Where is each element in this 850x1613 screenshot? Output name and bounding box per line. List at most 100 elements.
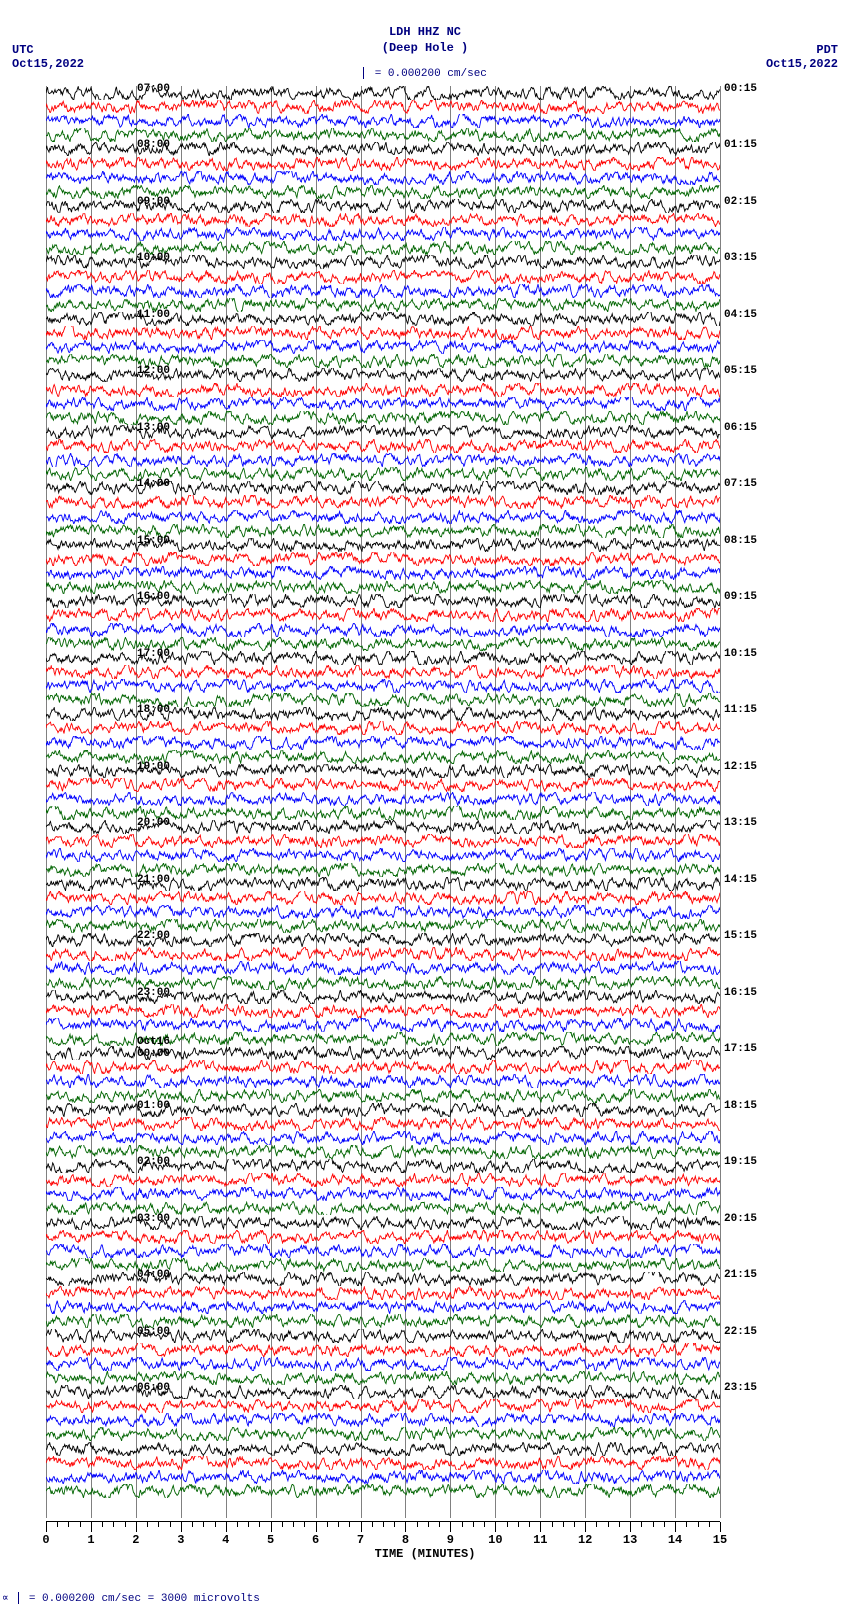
tick-minor — [383, 1522, 384, 1527]
tz-right-name: PDT — [816, 43, 838, 57]
tick-label: 0 — [42, 1533, 49, 1547]
seismic-trace — [46, 340, 720, 354]
tick-label: 3 — [177, 1533, 184, 1547]
tick-minor — [80, 1522, 81, 1527]
seismic-trace — [46, 171, 720, 185]
seismic-trace — [46, 961, 720, 975]
time-label-pdt: 07:15 — [724, 478, 757, 490]
tick-minor — [394, 1522, 395, 1527]
seismic-trace — [46, 623, 720, 637]
time-label-pdt: 16:15 — [724, 987, 757, 999]
tick-major — [271, 1522, 272, 1532]
seismic-trace — [46, 834, 720, 848]
time-label-pdt: 08:15 — [724, 535, 757, 547]
time-label-pdt: 12:15 — [724, 761, 757, 773]
tick-major — [675, 1522, 676, 1532]
tick-minor — [619, 1522, 620, 1527]
time-label-utc: 10:00 — [137, 252, 170, 264]
time-label-utc: 09:00 — [137, 196, 170, 208]
tick-major — [495, 1522, 496, 1532]
seismic-trace — [46, 566, 720, 580]
time-label-pdt: 20:15 — [724, 1213, 757, 1225]
tick-label: 14 — [668, 1533, 682, 1547]
seismic-trace — [46, 100, 720, 114]
seismic-trace — [46, 453, 720, 467]
seismic-trace — [46, 905, 720, 919]
seismic-trace — [46, 792, 720, 806]
seismic-trace — [46, 848, 720, 862]
seismic-trace — [46, 608, 720, 622]
seismic-trace — [46, 284, 720, 298]
tick-minor — [664, 1522, 665, 1527]
tick-major — [46, 1522, 47, 1532]
time-label-pdt: 03:15 — [724, 252, 757, 264]
time-label-utc: 15:00 — [137, 535, 170, 547]
tick-minor — [529, 1522, 530, 1527]
footer-scale-text: ∝ = 0.000200 cm/sec = 3000 microvolts — [2, 1591, 260, 1605]
tick-major — [91, 1522, 92, 1532]
time-label-pdt: 19:15 — [724, 1156, 757, 1168]
seismic-trace — [46, 1484, 720, 1498]
tick-label: 6 — [312, 1533, 319, 1547]
time-label-utc: 19:00 — [137, 761, 170, 773]
time-label-pdt: 13:15 — [724, 817, 757, 829]
time-label-utc: 16:00 — [137, 591, 170, 603]
tick-minor — [203, 1522, 204, 1527]
tick-major — [720, 1522, 721, 1532]
seismic-trace — [46, 1343, 720, 1357]
time-label-pdt: 01:15 — [724, 139, 757, 151]
time-label-pdt: 10:15 — [724, 648, 757, 660]
tick-major — [585, 1522, 586, 1532]
time-label-utc: 03:00 — [137, 1213, 170, 1225]
time-label-utc: 22:00 — [137, 930, 170, 942]
time-label-utc: 06:00 — [137, 1382, 170, 1394]
x-axis-title: TIME (MINUTES) — [0, 1547, 850, 1561]
seismic-trace — [46, 213, 720, 227]
tick-label: 4 — [222, 1533, 229, 1547]
tick-label: 12 — [578, 1533, 592, 1547]
time-label-utc: 20:00 — [137, 817, 170, 829]
seismic-trace — [46, 1442, 720, 1456]
tick-minor — [113, 1522, 114, 1527]
tick-minor — [417, 1522, 418, 1527]
time-label-utc: Oct16 00:00 — [137, 1036, 170, 1060]
time-label-utc: 04:00 — [137, 1269, 170, 1281]
seismic-trace — [46, 1399, 720, 1413]
seismic-trace — [46, 721, 720, 735]
time-label-pdt: 22:15 — [724, 1326, 757, 1338]
tick-minor — [596, 1522, 597, 1527]
time-label-utc: 11:00 — [137, 309, 170, 321]
time-label-pdt: 23:15 — [724, 1382, 757, 1394]
station-code: LDH HHZ NC — [0, 25, 850, 41]
tick-minor — [507, 1522, 508, 1527]
tick-label: 8 — [402, 1533, 409, 1547]
seismic-trace — [46, 1018, 720, 1032]
time-label-utc: 13:00 — [137, 422, 170, 434]
seismic-trace — [46, 383, 720, 397]
seismic-trace — [46, 1244, 720, 1258]
footer-value: = 0.000200 cm/sec = 3000 microvolts — [29, 1593, 260, 1605]
seismogram-container: LDH HHZ NC (Deep Hole ) UTC Oct15,2022 P… — [0, 0, 850, 1613]
tick-minor — [563, 1522, 564, 1527]
seismic-trace — [46, 1427, 720, 1441]
tick-minor — [57, 1522, 58, 1527]
seismic-trace — [46, 1074, 720, 1088]
seismic-trace — [46, 326, 720, 340]
seismic-trace — [46, 1131, 720, 1145]
time-label-pdt: 17:15 — [724, 1043, 757, 1055]
footer-prefix: ∝ — [2, 1593, 9, 1605]
tick-label: 2 — [132, 1533, 139, 1547]
tick-minor — [304, 1522, 305, 1527]
seismic-trace — [46, 1456, 720, 1470]
tick-minor — [170, 1522, 171, 1527]
scale-indicator-top: = 0.000200 cm/sec — [0, 67, 850, 80]
chart-header: LDH HHZ NC (Deep Hole ) — [0, 25, 850, 56]
seismic-trace — [46, 1060, 720, 1074]
tick-major — [405, 1522, 406, 1532]
tick-label: 9 — [447, 1533, 454, 1547]
station-location: (Deep Hole ) — [0, 41, 850, 57]
seismic-trace — [46, 1413, 720, 1427]
time-label-utc: 01:00 — [137, 1100, 170, 1112]
time-label-pdt: 11:15 — [724, 704, 757, 716]
seismic-trace — [46, 947, 720, 961]
